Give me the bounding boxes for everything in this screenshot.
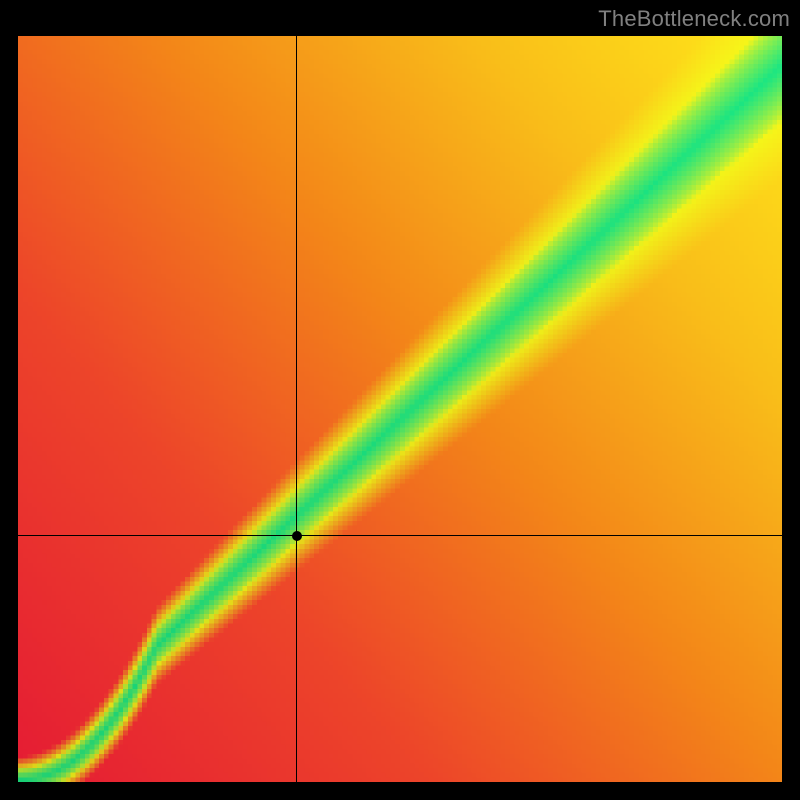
crosshair-vertical [296, 36, 297, 782]
chart-frame: TheBottleneck.com [0, 0, 800, 800]
heatmap-canvas [18, 36, 782, 782]
watermark-text: TheBottleneck.com [598, 6, 790, 32]
crosshair-horizontal [18, 535, 782, 536]
crosshair-marker [292, 531, 302, 541]
plot-area [18, 36, 782, 782]
